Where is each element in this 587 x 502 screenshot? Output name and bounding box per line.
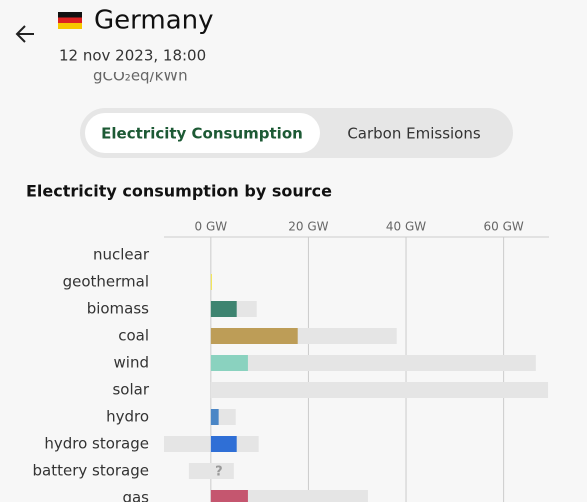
flag [58, 12, 82, 29]
tab[interactable]: Carbon Emissions [347, 125, 481, 143]
x-tick-label: 20 GW [288, 220, 328, 234]
y-tick-label: hydro storage [44, 435, 149, 453]
bar [210, 490, 248, 502]
country: Germany [94, 6, 214, 36]
y-tick-label: battery storage [33, 462, 150, 480]
y-tick-label: geothermal [63, 273, 149, 291]
x-tick-label: 60 GW [483, 220, 523, 234]
bar [210, 355, 248, 371]
unknown-label: ? [215, 465, 223, 480]
bar [210, 409, 219, 425]
capacity-bar [188, 463, 234, 479]
datetime: 12 nov 2023, 18:00 [59, 47, 206, 65]
x-tick-label: 0 GW [195, 220, 228, 234]
y-tick-label: wind [114, 354, 149, 372]
capacity-bar [210, 382, 549, 398]
chart-title: Electricity consumption by source [26, 182, 332, 201]
y-tick-label: nuclear [93, 246, 150, 264]
y-tick-label: solar [112, 381, 149, 399]
bar [210, 436, 237, 452]
y-tick-label: hydro [106, 408, 149, 426]
capacity-bar [210, 490, 368, 502]
x-tick-label: 40 GW [386, 220, 426, 234]
tab-active[interactable] [85, 113, 320, 153]
y-tick-label: coal [118, 327, 149, 345]
capacity-bar [210, 355, 536, 371]
y-tick-label: biomass [87, 300, 149, 318]
y-tick-label: gas [122, 489, 149, 502]
bar [210, 328, 298, 344]
tab[interactable]: Electricity Consumption [101, 125, 303, 143]
bar [210, 301, 237, 317]
bar [210, 274, 212, 290]
occluder [0, 66, 587, 72]
back-arrow[interactable] [15, 25, 34, 43]
